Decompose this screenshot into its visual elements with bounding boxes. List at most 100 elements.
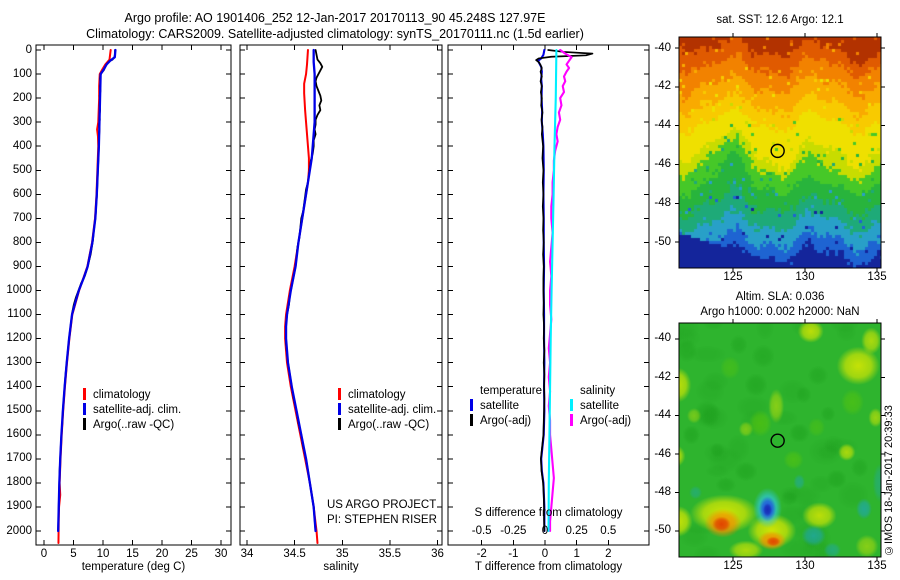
temperature-tick-label: 25 <box>185 548 198 560</box>
legend-label: Argo(..raw -QC) <box>348 419 430 431</box>
depth-tick-label: 1100 <box>7 308 32 321</box>
sla-map-title-line2: Argo h1000: 0.002 h2000: NaN <box>700 306 860 318</box>
salinity-tick-label: 35 <box>335 548 349 560</box>
t-argo-swatch-icon <box>470 414 473 426</box>
satellite-adj-swatch-icon <box>83 403 86 415</box>
imos-credit-text: ©IMOS 18-Jan-2017 20:39:33 <box>883 405 895 556</box>
figure-title-line1: Argo profile: AO 1901406_252 12-Jan-2017… <box>124 11 546 25</box>
salinity-tick-label: 34.5 <box>283 548 306 560</box>
legend-header-temperature: temperature <box>480 385 543 397</box>
t-difference-axis-label: T difference from climatology <box>474 561 623 573</box>
s-argo-swatch-icon <box>570 414 573 426</box>
depth-tick-label: 400 <box>12 139 32 152</box>
salinity-panel-legend: climatology satellite-adj. clim. Argo(..… <box>338 388 436 433</box>
latitude-tick-label: -50 <box>654 235 671 248</box>
t-difference-tick-label: -1 <box>508 548 519 560</box>
temperature-tick-label: 10 <box>96 548 110 560</box>
legend-label: Argo(-adj) <box>480 415 532 427</box>
latitude-tick-label: -40 <box>654 41 671 54</box>
s-difference-tick-label: 0.25 <box>565 525 588 537</box>
depth-tick-label: 1500 <box>6 404 32 417</box>
legend-label: satellite-adj. clim. <box>93 404 182 416</box>
longitude-tick-label: 130 <box>795 560 815 572</box>
latitude-tick-label: -46 <box>654 157 671 170</box>
sst-map-title: sat. SST: 12.6 Argo: 12.1 <box>716 14 844 26</box>
t-difference-tick-label: -2 <box>476 548 487 560</box>
longitude-tick-label: 135 <box>867 560 887 572</box>
legend-item-t-satellite: satellite <box>470 399 542 414</box>
legend-item-climatology: climatology <box>83 388 181 403</box>
annotation-us-argo-project: US ARGO PROJECT <box>327 499 437 511</box>
legend-item-climatology: climatology <box>338 388 436 403</box>
s-difference-tick-label: -0.5 <box>471 525 492 537</box>
temperature-panel-legend: climatology satellite-adj. clim. Argo(..… <box>83 388 181 433</box>
depth-tick-label: 1000 <box>6 284 32 296</box>
salinity-tick-label: 34 <box>240 548 254 560</box>
legend-item-s-argo: Argo(-adj) <box>570 414 631 429</box>
latitude-tick-label: -48 <box>654 486 671 499</box>
annotation-pi-stephen-riser: PI: STEPHEN RISER <box>327 514 437 526</box>
argo-swatch-icon <box>83 418 86 430</box>
depth-tick-label: 1700 <box>6 452 32 465</box>
legend-item-s-satellite: satellite <box>570 399 631 414</box>
s-satellite-swatch-icon <box>570 399 573 411</box>
legend-label: satellite <box>580 400 619 412</box>
temperature-tick-label: 0 <box>40 548 48 560</box>
latitude-tick-label: -46 <box>654 447 671 460</box>
longitude-tick-label: 125 <box>723 271 743 283</box>
depth-tick-label: 1200 <box>6 332 32 345</box>
salinity-axis-label: salinity <box>323 561 359 573</box>
t-difference-tick-label: 2 <box>605 548 612 560</box>
depth-tick-label: 100 <box>12 67 32 80</box>
legend-item-satellite-adj: satellite-adj. clim. <box>338 403 436 418</box>
climatology-swatch-icon <box>83 388 86 400</box>
legend-header-salinity: salinity <box>580 385 616 397</box>
depth-tick-label: 1400 <box>6 380 32 393</box>
depth-tick-label: 200 <box>12 91 32 104</box>
legend-label: Argo(..raw -QC) <box>93 419 175 431</box>
difference-temperature-legend: temperature satellite Argo(-adj) <box>470 384 542 429</box>
t-difference-tick-label: 1 <box>573 548 580 560</box>
difference-salinity-legend: salinity satellite Argo(-adj) <box>570 384 631 429</box>
t-satellite-swatch-icon <box>470 399 473 411</box>
temperature-tick-label: 30 <box>214 548 228 560</box>
satellite-adj-swatch-icon <box>338 403 341 415</box>
depth-tick-label: 800 <box>12 235 32 248</box>
depth-tick-label: 1900 <box>6 500 32 513</box>
depth-tick-label: 0 <box>25 43 32 56</box>
t-difference-tick-label: 0 <box>541 548 549 560</box>
sst-heatmap-canvas <box>679 37 881 268</box>
climatology-swatch-icon <box>338 388 341 400</box>
latitude-tick-label: -48 <box>654 196 671 209</box>
legend-label: climatology <box>348 389 406 401</box>
depth-tick-label: 600 <box>12 187 32 200</box>
latitude-tick-label: -50 <box>654 524 671 537</box>
depth-tick-label: 900 <box>12 259 32 272</box>
depth-tick-label: 700 <box>12 211 32 224</box>
s-difference-tick-label: -0.25 <box>500 525 527 537</box>
temperature-tick-label: 15 <box>126 548 139 560</box>
s-difference-tick-label: 0 <box>541 525 549 537</box>
legend-item-satellite-adj: satellite-adj. clim. <box>83 403 181 418</box>
temperature-tick-label: 5 <box>70 548 77 560</box>
legend-label: climatology <box>93 389 151 401</box>
sla-heatmap-canvas <box>679 323 881 557</box>
legend-label: Argo(-adj) <box>580 415 632 427</box>
depth-tick-label: 300 <box>12 115 32 128</box>
latitude-tick-label: -42 <box>654 370 671 383</box>
temperature-tick-label: 20 <box>155 548 169 560</box>
s-difference-tick-label: 0.5 <box>600 525 617 537</box>
depth-tick-label: 1300 <box>6 356 32 369</box>
depth-tick-label: 500 <box>12 163 32 176</box>
depth-tick-label: 1800 <box>6 476 32 489</box>
sla-map-title-line1: Altim. SLA: 0.036 <box>735 291 825 303</box>
depth-tick-label: 1600 <box>6 428 32 441</box>
salinity-tick-label: 35.5 <box>378 548 402 560</box>
s-difference-axis-label: S difference from climatology <box>474 507 623 519</box>
legend-label: satellite <box>480 400 519 412</box>
latitude-tick-label: -42 <box>654 80 671 93</box>
legend-item-argo: Argo(..raw -QC) <box>83 418 181 433</box>
legend-item-argo: Argo(..raw -QC) <box>338 418 436 433</box>
latitude-tick-label: -44 <box>654 409 671 422</box>
